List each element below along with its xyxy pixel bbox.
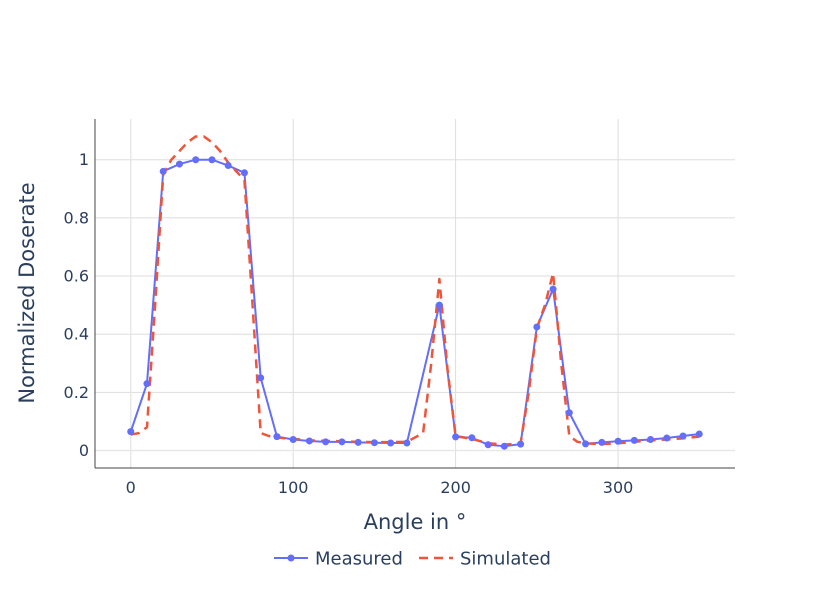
- x-axis-title: Angle in °: [364, 510, 467, 534]
- data-point-measured: [370, 439, 378, 447]
- data-point-measured: [257, 374, 265, 382]
- data-point-measured: [192, 156, 200, 164]
- data-point-measured: [435, 301, 443, 309]
- y-tick-label: 1: [79, 150, 89, 169]
- legend-label-simulated: Simulated: [460, 549, 551, 570]
- data-point-measured: [175, 160, 183, 168]
- legend-swatch: [287, 554, 295, 562]
- x-tick-label: 200: [440, 478, 471, 497]
- legend-item-simulated[interactable]: Simulated: [419, 549, 551, 570]
- data-point-measured: [647, 435, 655, 443]
- data-point-measured: [127, 428, 135, 436]
- data-point-measured: [159, 167, 167, 175]
- data-point-measured: [663, 434, 671, 442]
- data-point-measured: [565, 409, 573, 417]
- y-tick-label: 0: [79, 441, 89, 460]
- data-point-measured: [468, 434, 476, 442]
- y-tick-label: 0.4: [64, 325, 89, 344]
- legend[interactable]: Measured Simulated: [274, 549, 551, 570]
- legend-item-measured[interactable]: Measured: [274, 549, 403, 570]
- y-tick-label: 0.6: [64, 267, 89, 286]
- data-point-measured: [305, 437, 313, 445]
- data-point-measured: [500, 442, 508, 450]
- data-point-measured: [338, 438, 346, 446]
- y-axis-title: Normalized Doserate: [15, 182, 39, 403]
- x-tick-label: 100: [278, 478, 309, 497]
- data-point-measured: [273, 433, 281, 441]
- data-point-measured: [695, 430, 703, 438]
- data-point-measured: [484, 441, 492, 449]
- data-point-measured: [240, 169, 248, 177]
- data-point-measured: [224, 162, 232, 170]
- data-point-measured: [387, 439, 395, 447]
- data-point-measured: [354, 438, 362, 446]
- data-point-measured: [598, 438, 606, 446]
- data-point-measured: [517, 440, 525, 448]
- data-point-measured: [322, 438, 330, 446]
- grid-lines: [95, 119, 735, 468]
- data-point-measured: [289, 435, 297, 443]
- data-point-measured: [614, 437, 622, 445]
- data-point-measured: [679, 432, 687, 440]
- y-tick-label: 0.2: [64, 383, 89, 402]
- data-point-measured: [630, 436, 638, 444]
- data-point-measured: [208, 156, 216, 164]
- series-layer: [127, 135, 703, 450]
- x-tick-label: 300: [603, 478, 634, 497]
- data-point-measured: [403, 439, 411, 447]
- data-point-measured: [533, 323, 541, 331]
- series-line-simulated: [130, 135, 700, 446]
- data-point-measured: [452, 433, 460, 441]
- data-point-measured: [143, 380, 151, 388]
- y-tick-label: 0.8: [64, 208, 89, 227]
- data-point-measured: [549, 285, 557, 293]
- data-point-measured: [582, 440, 590, 448]
- x-tick-label: 0: [126, 478, 136, 497]
- tick-labels: 0 0.2 0.4 0.6 0.8 1 0 100 200 300: [64, 150, 634, 497]
- axes: [94, 119, 735, 469]
- legend-label-measured: Measured: [315, 549, 403, 570]
